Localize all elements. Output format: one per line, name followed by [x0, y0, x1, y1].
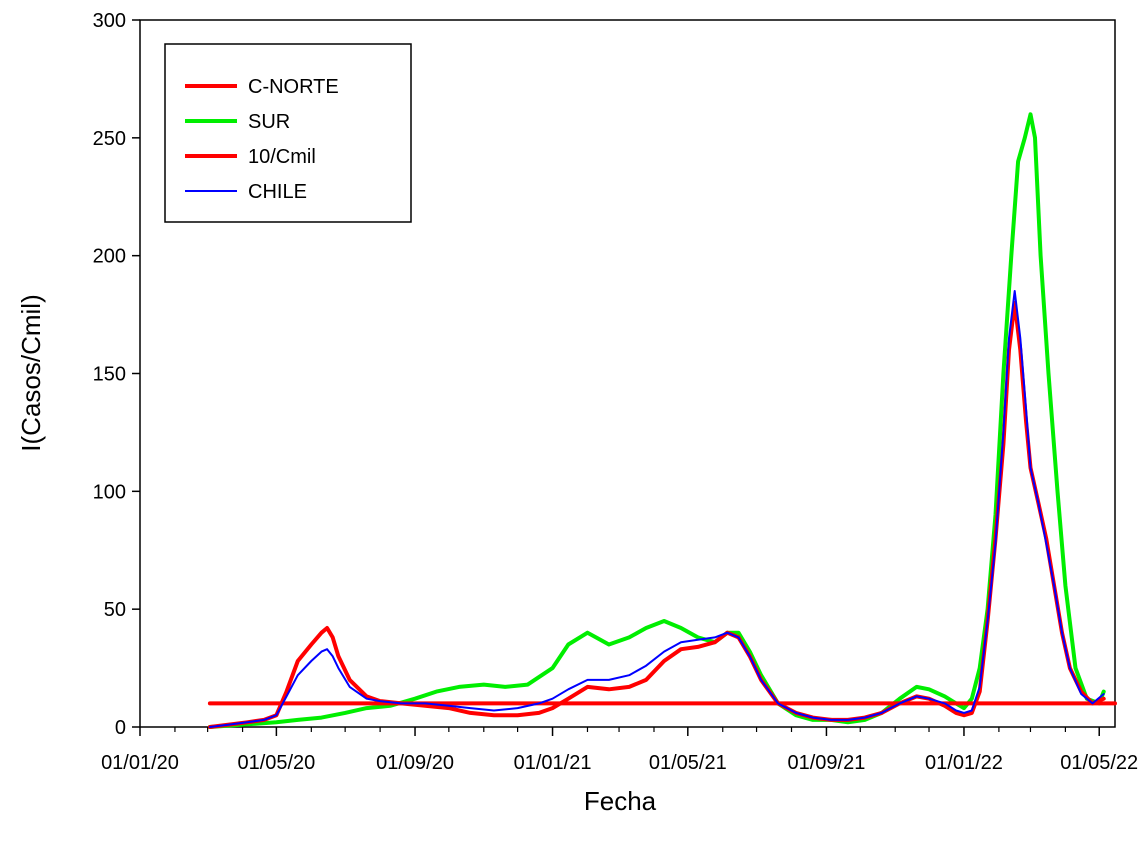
legend-label: CHILE	[248, 181, 307, 203]
series-line-sur	[207, 112, 1106, 729]
plot-lines	[207, 112, 1117, 729]
x-tick-label: 01/01/21	[514, 752, 592, 774]
legend-label: C-NORTE	[248, 76, 339, 98]
x-axis: 01/01/20 01/05/20 01/09/20 01/01/21 01/05/21…	[101, 727, 1138, 774]
x-tick-label: 01/09/21	[788, 752, 866, 774]
legend-label: SUR	[248, 111, 290, 133]
y-tick-label: 300	[93, 10, 126, 32]
x-tick-label: 01/05/21	[649, 752, 727, 774]
x-tick-label: 01/09/20	[376, 752, 454, 774]
x-tick-label: 01/01/22	[925, 752, 1003, 774]
x-axis-title: Fecha	[584, 786, 657, 816]
legend-label: 10/Cmil	[248, 146, 316, 168]
y-tick-label: 0	[115, 717, 126, 739]
y-axis: 0 50 100 150 200 250 300	[93, 10, 140, 739]
series-line-chile	[208, 290, 1105, 728]
y-tick-label: 150	[93, 364, 126, 386]
y-tick-label: 200	[93, 246, 126, 268]
y-tick-label: 250	[93, 128, 126, 150]
y-axis-title: I(Casos/Cmil)	[16, 294, 46, 451]
x-tick-label: 01/05/20	[237, 752, 315, 774]
x-tick-label: 01/01/20	[101, 752, 179, 774]
y-tick-label: 100	[93, 481, 126, 503]
y-tick-label: 50	[104, 599, 126, 621]
x-tick-label: 01/05/22	[1060, 752, 1138, 774]
series-line-c-norte	[207, 300, 1106, 729]
legend-box	[164, 43, 412, 223]
legend: C-NORTE SUR 10/Cmil CHILE	[164, 43, 412, 223]
